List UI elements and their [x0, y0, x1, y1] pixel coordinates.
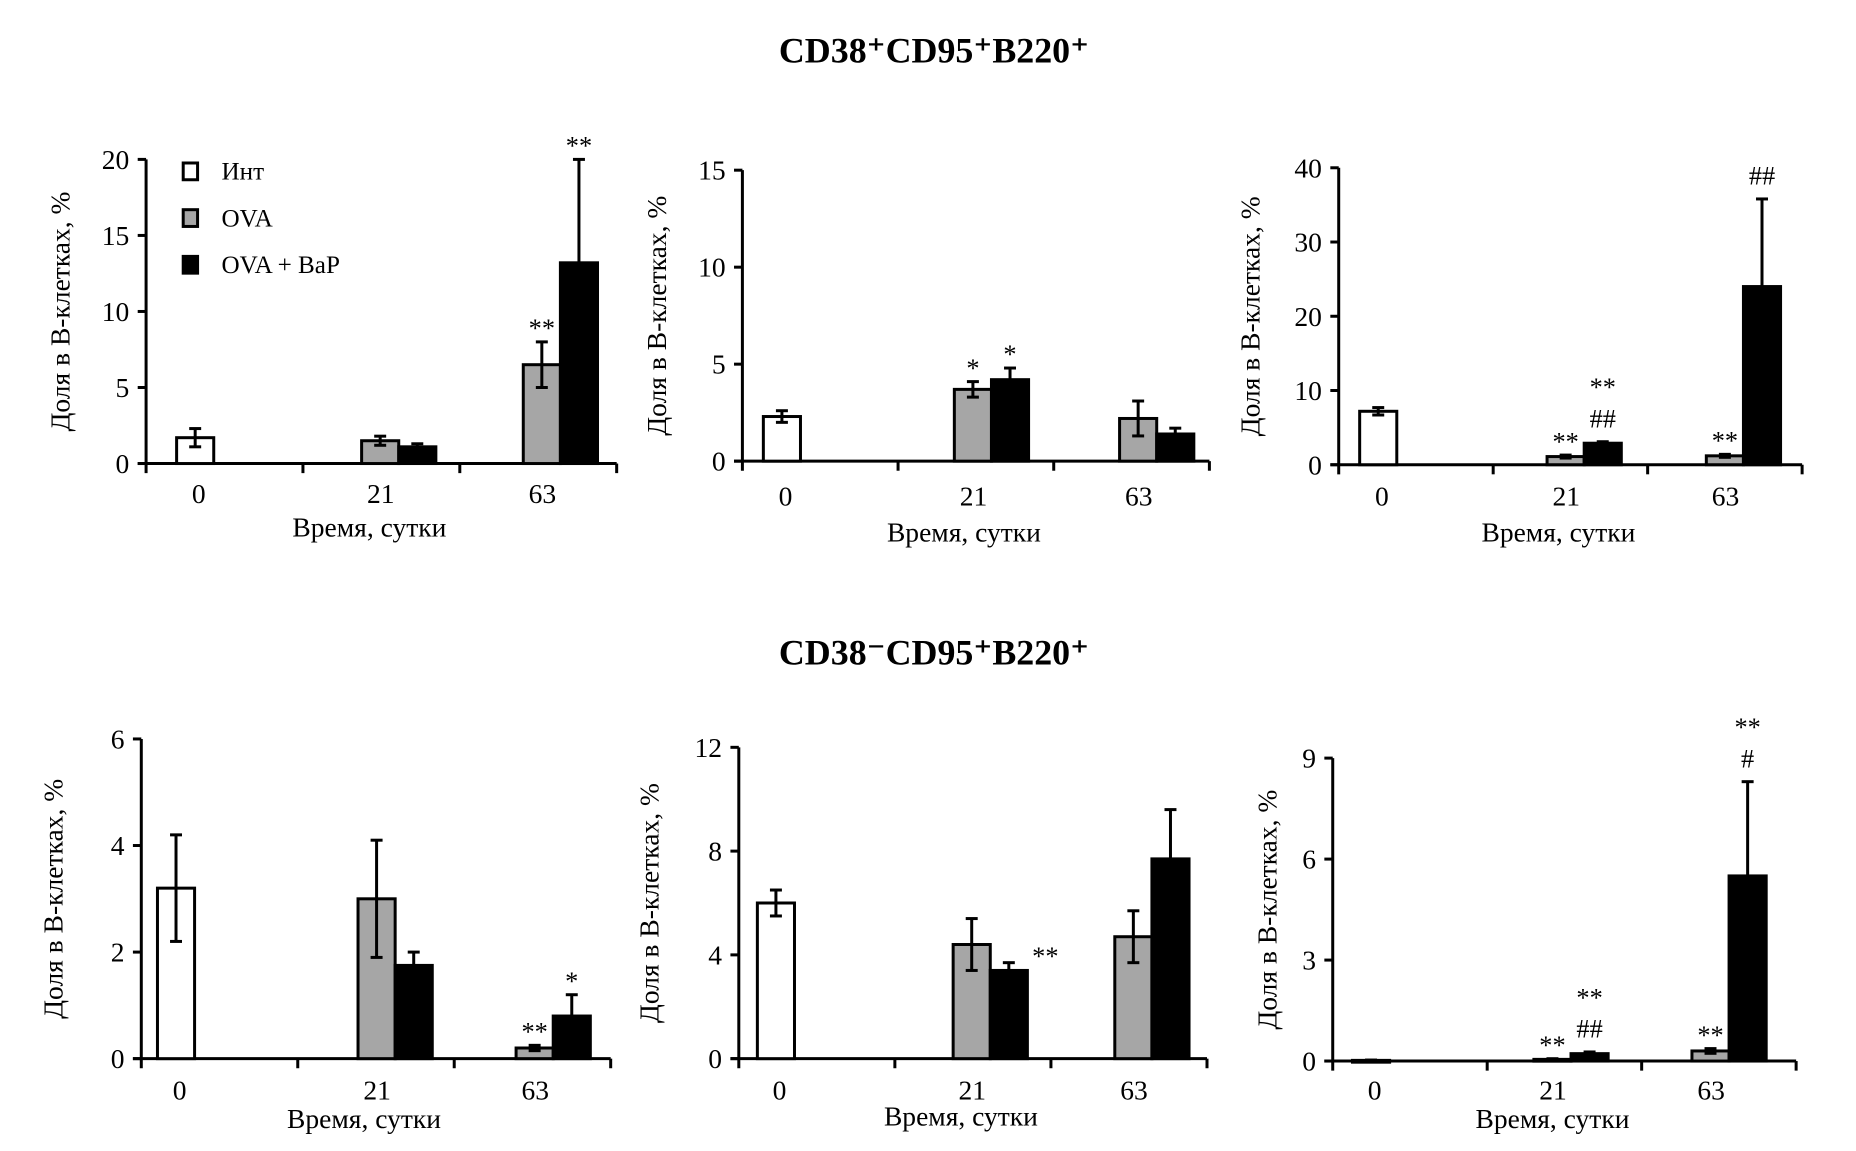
significance-marker: *	[1003, 340, 1016, 369]
y-axis-title: Доля в В-клетках, %	[641, 196, 672, 436]
y-tick-label: 5	[116, 372, 130, 403]
legend-swatch	[181, 254, 200, 275]
y-tick-label: 6	[111, 724, 125, 755]
legend-swatch	[181, 208, 200, 228]
legend-label: OVA + BaP	[222, 252, 340, 279]
significance-marker: **	[1539, 1031, 1565, 1060]
x-axis-title: Время, сутки	[1475, 1103, 1629, 1134]
significance-marker: ##	[1749, 162, 1775, 191]
x-tick-label: 63	[1120, 1074, 1148, 1105]
x-tick-label: 21	[959, 1074, 987, 1105]
y-tick-label: 3	[1302, 945, 1316, 976]
bar-ovabap	[1582, 441, 1623, 467]
significance-marker: **	[521, 1018, 547, 1047]
x-axis-title: Время, сутки	[287, 1103, 441, 1134]
significance-marker: **	[1734, 713, 1760, 742]
y-tick-label: 12	[695, 732, 723, 763]
bar-ovabap	[393, 963, 434, 1061]
bar-ovabap	[988, 968, 1029, 1061]
x-tick-label: 0	[173, 1074, 187, 1105]
y-axis-title: Доля в В-клетках, %	[44, 192, 75, 432]
legend-label: OVA	[222, 205, 273, 232]
significance-marker: *	[565, 967, 578, 996]
bar-	[755, 901, 796, 1061]
x-axis-title: Время, сутки	[887, 516, 1041, 547]
y-tick-label: 6	[1302, 844, 1316, 875]
y-axis-title: Доля в В-клетках, %	[1251, 790, 1282, 1030]
y-tick-label: 40	[1294, 152, 1322, 183]
x-tick-label: 0	[779, 480, 793, 511]
chart-panel-4: 0 2 4 6 0 21 63 Время, сутки Доля в В-клетках, %…	[37, 724, 613, 1134]
chart-panel-6: 0 3 6 9 0 21 63 Время, сутки Доля в В-клетках, %…	[1251, 713, 1798, 1134]
y-tick-label: 0	[712, 446, 726, 477]
x-tick-label: 21	[363, 1074, 391, 1105]
x-tick-label: 21	[1539, 1074, 1567, 1105]
y-tick-label: 0	[1302, 1046, 1316, 1077]
y-tick-label: 0	[1308, 449, 1322, 480]
y-tick-label: 30	[1294, 227, 1322, 258]
significance-marker: *	[966, 354, 979, 383]
y-axis-title: Доля в В-клетках, %	[37, 779, 68, 1019]
significance-marker: **	[1032, 942, 1058, 971]
x-tick-label: 0	[192, 478, 206, 509]
y-tick-label: 20	[102, 144, 130, 175]
y-tick-label: 20	[1294, 301, 1322, 332]
significance-marker: **	[566, 132, 592, 161]
bar-ova	[952, 387, 993, 463]
y-tick-label: 0	[708, 1043, 722, 1074]
significance-marker: **	[1576, 983, 1602, 1012]
y-tick-label: 10	[698, 252, 726, 283]
chart-panel-1: 0 5 10 15 20 0 21 63 Время, сутки Доля в В-клетка…	[44, 132, 619, 543]
section-title-top: CD38⁺CD95⁺B220⁺	[779, 30, 1089, 70]
significance-marker: **	[529, 314, 555, 343]
x-tick-label: 63	[1125, 480, 1153, 511]
y-axis-title: Доля в В-клетках, %	[634, 783, 665, 1023]
y-axis-title: Доля в В-клетках, %	[1235, 196, 1266, 436]
significance-marker: **	[1712, 427, 1738, 456]
y-tick-label: 15	[102, 220, 130, 251]
x-tick-label: 63	[529, 478, 557, 509]
legend-label: Инт	[222, 159, 265, 186]
y-tick-label: 15	[698, 155, 726, 186]
significance-marker: #	[1741, 744, 1754, 773]
y-tick-label: 10	[102, 296, 130, 327]
x-tick-label: 21	[367, 478, 395, 509]
y-tick-label: 0	[111, 1043, 125, 1074]
x-tick-label: 0	[773, 1074, 787, 1105]
x-axis-title: Время, сутки	[1481, 516, 1635, 547]
chart-panel-2: 0 5 10 15 0 21 63 Время, сутки Доля в В-клетках,…	[641, 155, 1211, 547]
x-tick-label: 21	[1552, 480, 1580, 511]
significance-marker: **	[1697, 1021, 1723, 1050]
y-tick-label: 5	[712, 349, 726, 380]
y-tick-label: 2	[111, 937, 125, 968]
significance-marker: **	[1590, 373, 1616, 402]
x-axis-title: Время, сутки	[884, 1101, 1038, 1132]
legend-swatch	[181, 161, 200, 182]
x-tick-label: 0	[1368, 1074, 1382, 1105]
significance-marker: ##	[1590, 404, 1616, 433]
x-tick-label: 21	[960, 480, 988, 511]
y-tick-label: 10	[1294, 375, 1322, 406]
y-tick-label: 0	[116, 448, 130, 479]
section-title-bottom: CD38⁻CD95⁺B220⁺	[779, 633, 1089, 673]
x-tick-label: 0	[1375, 480, 1389, 511]
x-axis-title: Время, сутки	[292, 512, 446, 543]
bar-	[761, 415, 802, 463]
y-tick-label: 4	[708, 939, 722, 970]
x-tick-label: 63	[1712, 480, 1740, 511]
x-tick-label: 63	[1697, 1074, 1725, 1105]
y-tick-label: 9	[1302, 743, 1316, 774]
significance-marker: ##	[1576, 1015, 1602, 1044]
significance-marker: **	[1552, 427, 1578, 456]
bar-	[1358, 409, 1399, 467]
y-tick-label: 8	[708, 836, 722, 867]
x-tick-label: 63	[521, 1074, 549, 1105]
bar-ovabap	[989, 378, 1031, 463]
chart-panel-3: 0 10 20 30 40 0 21 63 Время, сутки Доля в В-клетк…	[1235, 152, 1804, 547]
chart-panel-5: 0 4 8 12 0 21 63 Время, сутки Доля в В-клетках, …	[634, 732, 1209, 1132]
y-tick-label: 4	[111, 830, 125, 861]
